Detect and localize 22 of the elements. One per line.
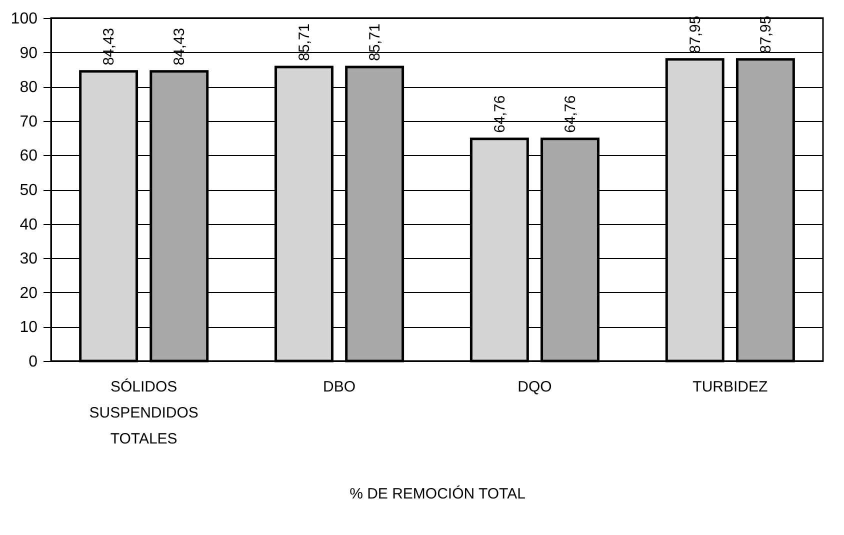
data-label: 64,76 bbox=[491, 95, 508, 133]
y-tick-label: 30 bbox=[20, 250, 38, 268]
x-tick-label: DQO bbox=[518, 378, 552, 396]
y-tick-label: 10 bbox=[20, 319, 38, 336]
x-tick-label: TURBIDEZ bbox=[692, 378, 768, 396]
data-label: 84,43 bbox=[100, 28, 118, 66]
x-tick-label: DBO bbox=[323, 378, 356, 396]
y-tick-label: 70 bbox=[20, 113, 38, 130]
y-tick-label: 80 bbox=[20, 79, 38, 96]
data-label: 84,43 bbox=[171, 28, 188, 66]
y-tick-label: 20 bbox=[20, 284, 38, 302]
y-tick-label: 0 bbox=[28, 354, 38, 370]
y-tick-label: 90 bbox=[20, 44, 38, 62]
y-tick-label: 60 bbox=[20, 148, 38, 165]
y-tick-label: 40 bbox=[20, 216, 38, 234]
y-tick-label: 50 bbox=[20, 182, 38, 199]
x-axis-title: % DE REMOCIÓN TOTAL bbox=[350, 484, 526, 502]
data-label: 85,71 bbox=[296, 23, 313, 62]
y-tick-label: 100 bbox=[10, 10, 38, 28]
x-tick-label: SÓLIDOS SUSPENDIDOS TOTALES bbox=[89, 378, 198, 448]
data-label: 85,71 bbox=[366, 23, 384, 62]
data-label: 64,76 bbox=[562, 95, 580, 133]
